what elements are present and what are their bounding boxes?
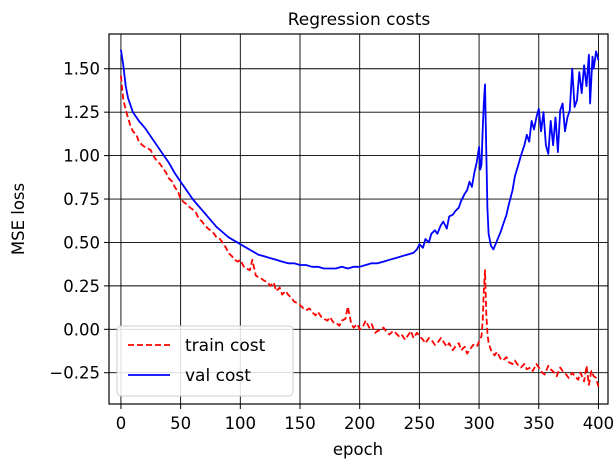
series-line-train-cost	[120, 75, 600, 387]
y-tick-label: 0.75	[63, 190, 100, 209]
y-tick-label: 0.25	[63, 277, 100, 296]
x-tick-label: 150	[284, 414, 316, 433]
series-line-val-cost	[120, 49, 600, 270]
x-tick-label: 0	[116, 414, 127, 433]
plot-frame	[108, 33, 609, 405]
y-tick-label: −0.25	[49, 364, 100, 383]
x-tick-label: 200	[344, 414, 376, 433]
x-axis-label: epoch	[333, 440, 383, 459]
x-axis-ticks: 0 50 100 150 200 250 300 350 400	[116, 404, 615, 433]
x-tick-label: 50	[170, 414, 191, 433]
x-tick-label: 300	[463, 414, 495, 433]
y-tick-label: 1.00	[63, 147, 100, 166]
x-tick-label: 100	[225, 414, 257, 433]
y-tick-label: 0.50	[63, 233, 100, 252]
y-axis-label: MSE loss	[9, 183, 28, 255]
y-tick-label: 0.00	[63, 320, 100, 339]
x-tick-label: 250	[404, 414, 436, 433]
x-tick-label: 400	[583, 414, 615, 433]
legend-label-train-cost: train cost	[185, 336, 266, 356]
series-lines	[120, 49, 600, 387]
legend-box	[116, 325, 294, 397]
y-tick-label: 1.50	[63, 60, 100, 79]
legend: train cost val cost	[116, 325, 294, 397]
y-tick-label: 1.25	[63, 103, 100, 122]
y-axis-ticks: −0.25 0.00 0.25 0.50 0.75 1.00 1.25 1.50	[49, 60, 109, 383]
legend-label-val-cost: val cost	[185, 366, 251, 386]
chart-title: Regression costs	[288, 10, 431, 30]
x-tick-label: 350	[523, 414, 555, 433]
